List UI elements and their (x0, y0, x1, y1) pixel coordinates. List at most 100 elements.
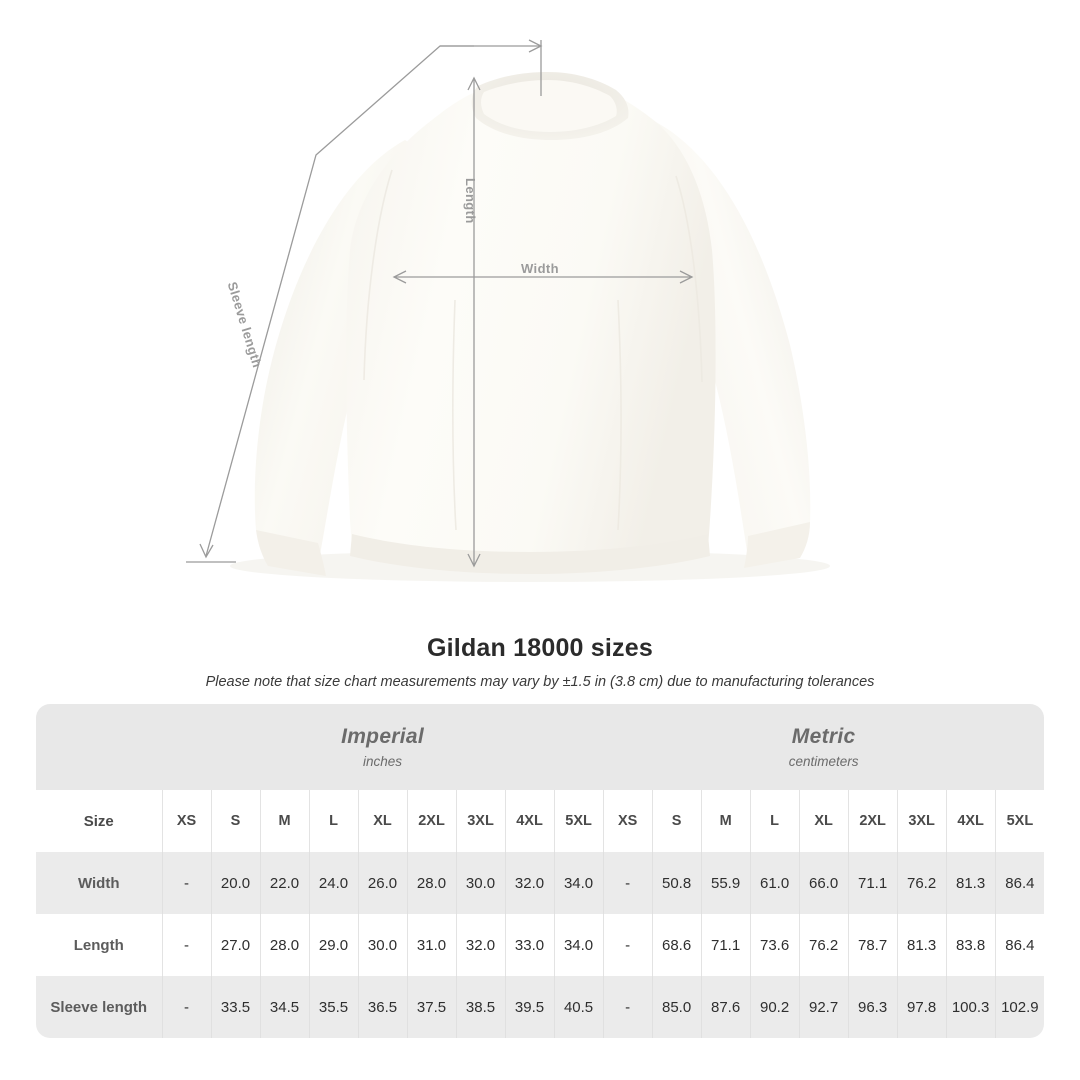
size-column-header: M (259, 790, 309, 852)
measurement-cell: 61.0 (749, 852, 800, 914)
measurement-cell: 29.0 (308, 914, 358, 976)
measurement-cell: 76.2 (798, 914, 849, 976)
measurement-cell: 73.6 (749, 914, 800, 976)
sleeve-arrow-bottom (199, 543, 214, 559)
size-column-header: 2XL (406, 790, 456, 852)
width-annotation-label: Width (521, 261, 559, 276)
measurement-cell: 31.0 (406, 914, 456, 976)
measurement-cell: 81.3 (896, 914, 947, 976)
measurement-cell: 97.8 (896, 976, 947, 1038)
sweatshirt-illustration (186, 39, 830, 582)
length-arrow-top (467, 76, 481, 91)
sweatshirt-body (346, 80, 716, 566)
unit-group-spacer (36, 704, 162, 790)
size-column-header: 3XL (455, 790, 505, 852)
measurement-cell: 36.5 (357, 976, 407, 1038)
length-arrow-bottom (467, 553, 481, 568)
size-column-header: XL (357, 790, 407, 852)
unit-group-metric-sub: centimeters (788, 754, 859, 770)
measurement-cell: 102.9 (994, 976, 1044, 1038)
measurement-lines (186, 39, 694, 568)
size-column-header: XS (602, 790, 653, 852)
size-chart-table-container: Imperial inches Metric centimeters Size … (36, 704, 1044, 1038)
size-column-header: S (651, 790, 702, 852)
measurement-cell: 86.4 (994, 852, 1044, 914)
size-column-header: XL (798, 790, 849, 852)
measurement-cell: 90.2 (749, 976, 800, 1038)
measurement-cell: 30.0 (357, 914, 407, 976)
measurement-cell: - (161, 976, 211, 1038)
measurement-cell: 78.7 (847, 914, 898, 976)
measurement-cell: - (602, 914, 653, 976)
measurement-cell: 55.9 (700, 852, 751, 914)
measurement-cell: 30.0 (455, 852, 505, 914)
measurement-cell: 28.0 (259, 914, 309, 976)
measurement-cell: 40.5 (553, 976, 604, 1038)
unit-group-row: Imperial inches Metric centimeters (36, 704, 1044, 790)
measurement-cell: 92.7 (798, 976, 849, 1038)
size-column-header: 4XL (504, 790, 554, 852)
measurement-cell: 33.0 (504, 914, 554, 976)
width-arrow-left (392, 270, 407, 284)
measurement-cell: 50.8 (651, 852, 702, 914)
measurement-cell: - (602, 852, 653, 914)
size-column-header: 2XL (847, 790, 898, 852)
size-column-header: 5XL (994, 790, 1044, 852)
measurement-cell: 39.5 (504, 976, 554, 1038)
size-column-header: M (700, 790, 751, 852)
tolerance-note: Please note that size chart measurements… (205, 674, 875, 690)
measurement-cell: 27.0 (210, 914, 260, 976)
length-annotation-label: Length (463, 178, 478, 224)
measurement-cell: 96.3 (847, 976, 898, 1038)
measurement-row-label: Sleeve length (50, 998, 148, 1016)
measurement-cell: 83.8 (945, 914, 996, 976)
measurement-cell: 87.6 (700, 976, 751, 1038)
size-corner-header: Size (83, 812, 114, 830)
measurement-cell: 68.6 (651, 914, 702, 976)
size-column-header: L (308, 790, 358, 852)
size-column-header: S (210, 790, 260, 852)
measurement-cell: 34.5 (259, 976, 309, 1038)
measurement-cell: 28.0 (406, 852, 456, 914)
measurement-cell: 32.0 (504, 852, 554, 914)
measurement-row-label: Length (73, 936, 124, 954)
measurement-cell: 100.3 (945, 976, 996, 1038)
table-row: Width -20.0 22.0 24.0 26.0 28.0 30.0 32.0 34.0-5… (36, 852, 1044, 914)
table-row: Sleeve length -33.5 34.5 35.5 36.5 37.5 38.5 39… (36, 976, 1044, 1038)
measurement-cell: 37.5 (406, 976, 456, 1038)
unit-group-imperial-name: Imperial (341, 724, 425, 748)
size-column-header: XS (161, 790, 211, 852)
left-cuff (256, 530, 326, 576)
measurement-cell: 20.0 (210, 852, 260, 914)
size-column-header: 5XL (553, 790, 604, 852)
measurement-cell: 34.0 (553, 914, 604, 976)
unit-group-metric: Metric centimeters (603, 704, 1044, 790)
measurement-cell: 76.2 (896, 852, 947, 914)
measurement-cell: 33.5 (210, 976, 260, 1038)
measurement-cell: 32.0 (455, 914, 505, 976)
measurement-cell: 81.3 (945, 852, 996, 914)
measurement-cell: 71.1 (847, 852, 898, 914)
measurement-cell: 26.0 (357, 852, 407, 914)
width-arrow-right (679, 270, 694, 284)
measurement-cell: 86.4 (994, 914, 1044, 976)
right-cuff (744, 522, 810, 568)
measurement-cell: - (161, 852, 211, 914)
size-column-header: 4XL (945, 790, 996, 852)
collar-inner (481, 80, 617, 132)
table-row: Length -27.0 28.0 29.0 30.0 31.0 32.0 33.0 34.0-… (36, 914, 1044, 976)
size-chart-table: Imperial inches Metric centimeters Size … (36, 704, 1044, 1038)
measurement-cell: - (161, 914, 211, 976)
product-image-panel: Length Width Sleeve length (186, 39, 830, 582)
measurement-cell: 71.1 (700, 914, 751, 976)
heading-block: Gildan 18000 sizes Please note that size… (0, 634, 1080, 690)
unit-group-imperial-sub: inches (363, 754, 403, 770)
size-header-row: Size XS S M L XL 2XL 3XL 4XL 5XL XS S M L XL 2XL 3XL 4XL… (36, 790, 1044, 852)
measurement-cell: 34.0 (553, 852, 604, 914)
measurement-row-label: Width (77, 874, 120, 892)
measurement-cell: 85.0 (651, 976, 702, 1038)
size-column-header: 3XL (896, 790, 947, 852)
size-column-header: L (749, 790, 800, 852)
measurement-cell: 22.0 (259, 852, 309, 914)
measurement-cell: 38.5 (455, 976, 505, 1038)
